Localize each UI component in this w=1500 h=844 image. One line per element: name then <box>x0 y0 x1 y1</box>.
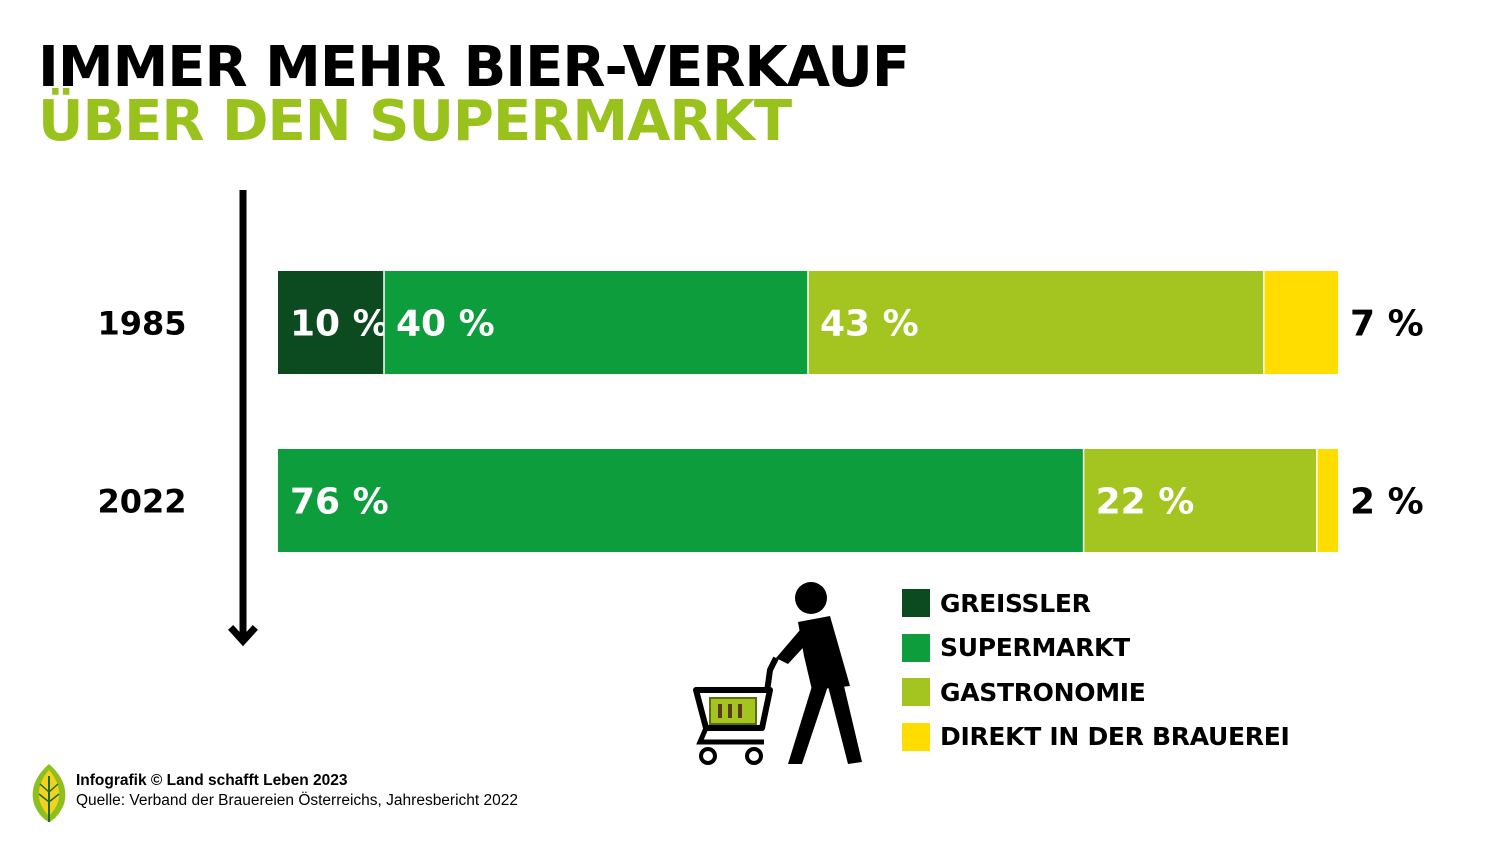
bar-segment-2022-direkt-in-der-brauerei <box>1316 449 1338 552</box>
legend-item-greissler: GREISSLER <box>902 588 1290 618</box>
data-label-2022-direkt-in-der-brauerei: 2 % <box>1350 482 1424 523</box>
legend-item-gastronomie: GASTRONOMIE <box>902 677 1290 707</box>
legend: GREISSLER SUPERMARKT GASTRONOMIE DIREKT … <box>902 588 1290 766</box>
legend-label-greissler: GREISSLER <box>940 588 1091 618</box>
footer-credit: Infografik © Land schafft Leben 2023 <box>76 772 348 789</box>
footer-source: Quelle: Verband der Brauereien Österreic… <box>76 792 518 809</box>
legend-item-direkt: DIREKT IN DER BRAUEREI <box>902 722 1290 752</box>
bar-segment-1985-direkt-in-der-brauerei <box>1263 271 1338 374</box>
legend-swatch-supermarkt <box>902 633 930 662</box>
data-label-1985-direkt-in-der-brauerei: 7 % <box>1350 304 1424 345</box>
legend-label-supermarkt: SUPERMARKT <box>940 633 1130 662</box>
bar-segment-2022-gastronomie <box>1083 449 1317 552</box>
bar-segment-2022-supermarkt <box>278 449 1084 552</box>
data-label-1985-gastronomie: 43 % <box>820 304 919 345</box>
bar-segment-1985-greissler <box>278 271 384 374</box>
time-arrow-icon <box>228 190 258 647</box>
footer: Infografik © Land schafft Leben 2023 Que… <box>76 771 518 811</box>
chart-title: IMMER MEHR BIER-VERKAUF <box>38 35 910 100</box>
leaf-logo-icon <box>32 764 66 822</box>
legend-item-supermarkt: SUPERMARKT <box>902 633 1290 663</box>
legend-swatch-direkt <box>902 722 930 751</box>
legend-swatch-greissler <box>902 589 930 617</box>
data-label-2022-gastronomie: 22 % <box>1096 482 1195 523</box>
year-label-2022: 2022 <box>97 483 186 521</box>
year-label-1985: 1985 <box>97 305 186 343</box>
bar-segment-1985-supermarkt <box>384 271 808 374</box>
bar-segment-1985-gastronomie <box>808 271 1264 374</box>
data-label-2022-supermarkt: 76 % <box>290 482 389 523</box>
data-label-1985-supermarkt: 40 % <box>396 304 495 345</box>
shopper-with-cart-icon <box>693 582 862 765</box>
bars-group: 1985 10 % 40 % 43 % 7 % 2022 76 % 22 % 2 % <box>97 271 1424 552</box>
data-label-1985-greissler: 10 % <box>290 304 389 345</box>
legend-swatch-gastronomie <box>902 678 930 706</box>
legend-label-direkt: DIREKT IN DER BRAUEREI <box>940 722 1290 751</box>
legend-label-gastronomie: GASTRONOMIE <box>940 677 1146 707</box>
chart-subtitle: ÜBER DEN SUPERMARKT <box>38 89 792 154</box>
